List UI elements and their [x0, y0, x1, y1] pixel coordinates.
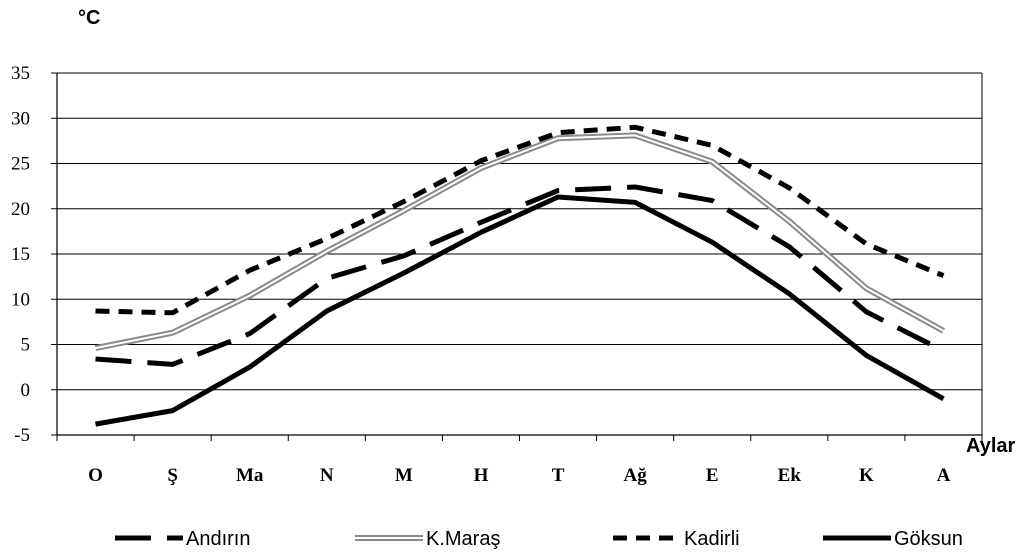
x-tick-label: Ağ [624, 465, 648, 486]
x-tick-label: K [859, 465, 874, 486]
legend-item: K.Maraş [355, 528, 500, 550]
x-tick-label: A [937, 465, 951, 486]
legend-label: Andırın [186, 528, 250, 550]
series-line-inner [95, 134, 944, 350]
x-tick-label: T [552, 465, 565, 486]
legend-label: K.Maraş [426, 528, 500, 550]
legend-item: Andırın [115, 528, 250, 550]
legend: Andırın K.Maraş Kadirli Göksun [115, 528, 963, 550]
x-tick-label: Ş [167, 465, 178, 486]
legend-label: Göksun [894, 528, 963, 550]
x-tick-label: O [88, 465, 103, 486]
legend-item: Kadirli [613, 528, 740, 550]
series-2 [95, 124, 945, 316]
series-3 [95, 194, 945, 427]
y-tick-label: 35 [11, 63, 30, 84]
series-1 [94, 132, 945, 352]
x-tick-label: H [474, 465, 489, 486]
y-axis-label: °C [78, 7, 100, 29]
x-tick-label: Ek [778, 465, 802, 486]
gridlines [51, 72, 982, 436]
x-tick-label: Ma [236, 465, 264, 486]
y-tick-label: -5 [14, 425, 30, 446]
y-tick-label: 30 [11, 108, 30, 129]
y-tick-label: 15 [11, 244, 30, 265]
x-tick-label: E [706, 465, 719, 486]
x-tick-label: M [395, 465, 413, 486]
legend-label: Kadirli [684, 528, 740, 550]
x-axis-label: Aylar [966, 435, 1016, 457]
x-tick-labels: O Ş Ma N M H T Ağ E Ek K A [88, 465, 950, 486]
y-tick-label: 25 [11, 154, 30, 175]
y-tick-label: 20 [11, 199, 30, 220]
y-tick-labels: 35 30 25 20 15 10 5 0 -5 [11, 63, 30, 446]
axes [56, 73, 983, 441]
x-tick-label: N [320, 465, 334, 486]
series-line [95, 124, 945, 316]
series-lines [94, 124, 945, 427]
series-line [95, 194, 945, 427]
y-tick-label: 0 [21, 380, 31, 401]
legend-item: Göksun [823, 528, 963, 550]
y-tick-label: 10 [11, 289, 30, 310]
y-tick-label: 5 [21, 335, 31, 356]
